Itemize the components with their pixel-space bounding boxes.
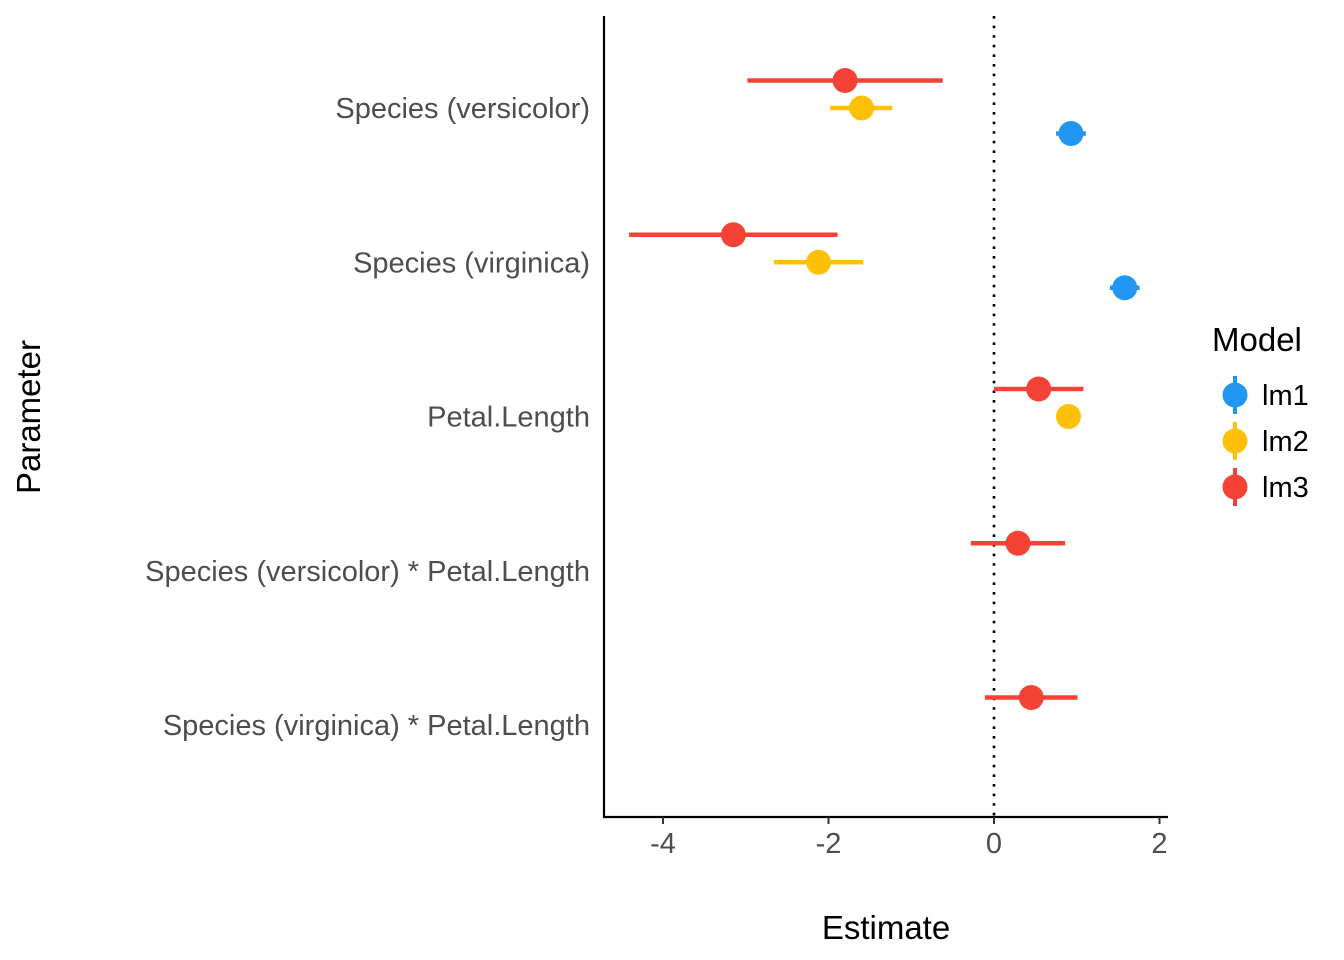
x-tick-label-4: -4: [650, 828, 676, 860]
x-tick-label-2: -2: [816, 828, 842, 860]
point-lm3-petal-length: [1026, 376, 1052, 402]
y-tick-label-species-virginica-petal-length: Species (virginica) * Petal.Length: [163, 710, 590, 742]
x-tick-label-0: 0: [986, 828, 1002, 860]
series-lm2: [773, 95, 1081, 429]
point-lm2-species-versicolor: [849, 95, 875, 121]
axes-layer: [602, 16, 1168, 819]
x-tick-label-2: 2: [1151, 828, 1167, 860]
y-tick-labels: Species (versicolor) Species (virginica) P…: [145, 93, 590, 742]
legend: Model lm1 lm2 lm3: [1212, 321, 1309, 506]
y-tick-label-species-versicolor-petal-length: Species (versicolor) * Petal.Length: [145, 556, 590, 588]
legend-key-point-lm2: [1222, 428, 1248, 454]
legend-key-point-lm1: [1222, 382, 1248, 408]
point-lm2-species-virginica: [806, 249, 832, 275]
x-ticks: -4 -2 0 2: [650, 817, 1168, 860]
y-tick-label-petal-length: Petal.Length: [427, 402, 590, 434]
point-lm3-species-versicolor: [832, 68, 858, 93]
y-axis-title: Parameter: [10, 340, 47, 494]
series-lm1: [1056, 121, 1140, 301]
point-lm1-species-versicolor: [1058, 121, 1084, 146]
legend-item-lm2: lm2: [1222, 422, 1309, 460]
legend-item-lm3: lm3: [1222, 468, 1309, 506]
legend-label-lm2: lm2: [1262, 426, 1309, 458]
marks-layer: [629, 68, 1140, 710]
legend-label-lm3: lm3: [1262, 472, 1309, 504]
x-axis-title: Estimate: [822, 909, 950, 946]
point-lm2-petal-length: [1055, 404, 1081, 429]
legend-label-lm1: lm1: [1262, 380, 1309, 412]
point-lm3-species-virginica: [720, 222, 746, 248]
legend-title: Model: [1212, 321, 1302, 358]
point-lm1-species-virginica: [1112, 275, 1138, 301]
point-lm3-species-versicolor-petal-length: [1005, 530, 1031, 556]
y-tick-label-species-virginica: Species (virginica): [353, 247, 590, 279]
legend-item-lm1: lm1: [1222, 376, 1309, 414]
legend-key-point-lm3: [1222, 474, 1248, 500]
series-lm3: [629, 68, 1084, 710]
y-tick-label-species-versicolor: Species (versicolor): [335, 93, 590, 125]
legend-items: lm1 lm2 lm3: [1222, 376, 1309, 506]
point-lm3-species-virginica-petal-length: [1018, 685, 1044, 710]
